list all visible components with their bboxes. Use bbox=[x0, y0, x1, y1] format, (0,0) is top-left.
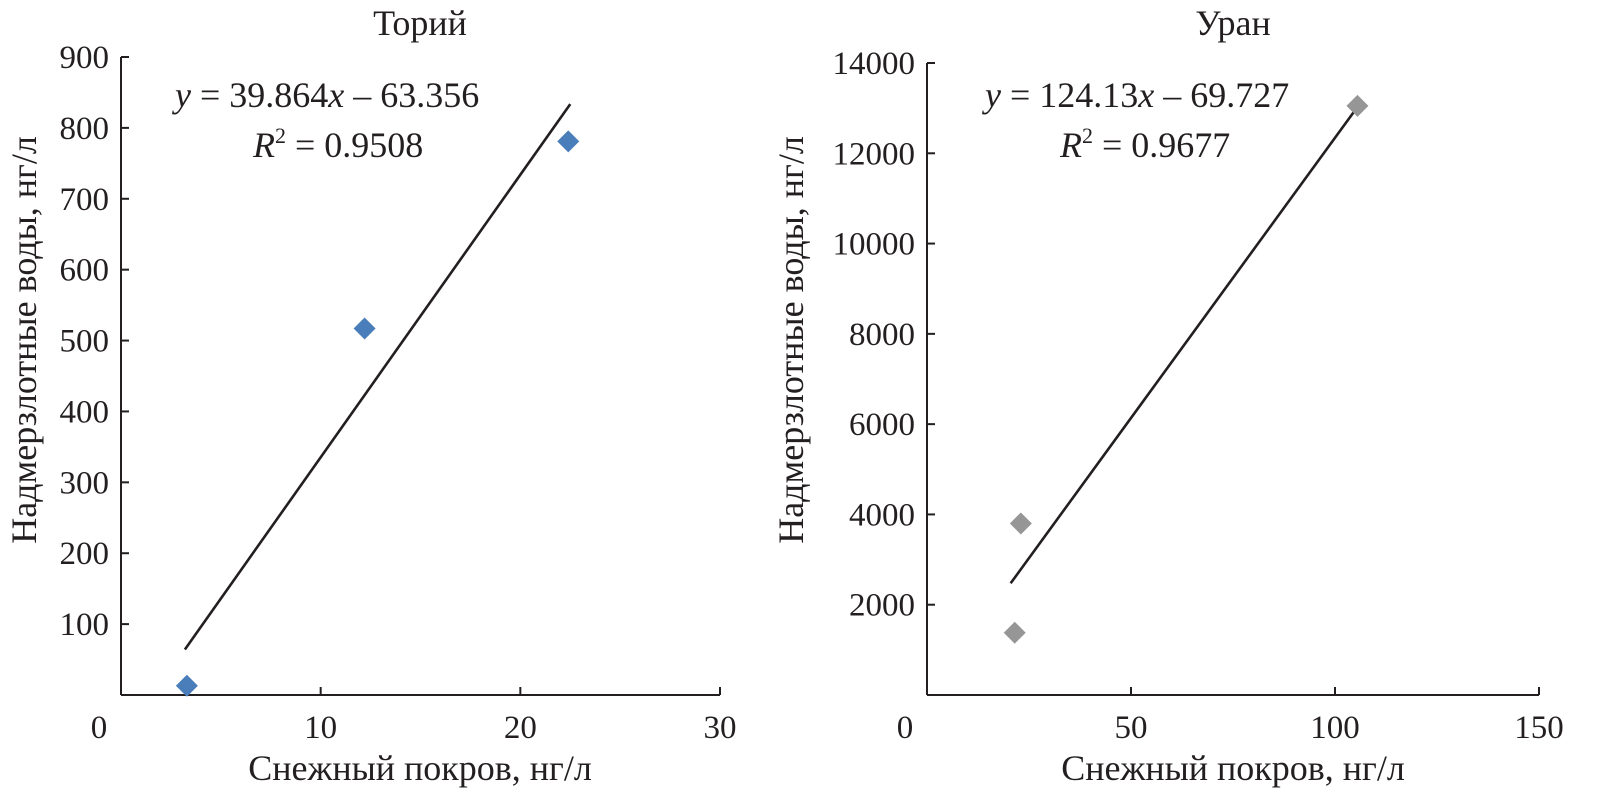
y-tick-label: 200 bbox=[60, 536, 110, 572]
r-exponent: 2 bbox=[275, 123, 286, 148]
r-value: = 0.9677 bbox=[1093, 125, 1230, 165]
x-axis-label: Снежный покров, нг/л bbox=[248, 748, 592, 788]
x-tick-label: 50 bbox=[1115, 710, 1148, 746]
equation-intercept: – 69.727 bbox=[1154, 75, 1289, 115]
y-tick-label: 6000 bbox=[849, 407, 915, 443]
x-tick-label: 100 bbox=[1310, 710, 1360, 746]
equation-intercept: – 63.356 bbox=[344, 75, 479, 115]
thorium-chart: Торий Надмерзлотные воды, нг/л Снежный п… bbox=[4, 3, 737, 788]
r-value: = 0.9508 bbox=[286, 125, 423, 165]
equation-slope: = 124.13 bbox=[1001, 75, 1138, 115]
x-tick-label: 0 bbox=[897, 710, 914, 746]
y-tick-label: 10000 bbox=[833, 227, 916, 263]
y-axis-ticks: 2000 4000 6000 8000 10000 12000 14000 bbox=[833, 46, 935, 624]
trend-line bbox=[183, 103, 572, 651]
equation-slope: = 39.864 bbox=[191, 75, 328, 115]
y-tick-label: 2000 bbox=[849, 588, 915, 624]
r-var: R bbox=[1059, 125, 1082, 165]
equation-x-var: x bbox=[327, 75, 344, 115]
x-axis-ticks: 0 10 20 30 bbox=[91, 687, 737, 746]
y-tick-label: 100 bbox=[60, 607, 110, 643]
data-point bbox=[175, 674, 198, 697]
trend-equation: y = 39.864x – 63.356 bbox=[172, 75, 479, 115]
x-tick-label: 10 bbox=[304, 710, 337, 746]
x-tick-label: 30 bbox=[704, 710, 737, 746]
x-axis-label: Снежный покров, нг/л bbox=[1061, 748, 1405, 788]
y-tick-label: 12000 bbox=[833, 136, 916, 172]
y-axis-ticks: 100 200 300 400 500 600 700 800 900 bbox=[60, 40, 129, 643]
data-points bbox=[1003, 94, 1369, 644]
data-points bbox=[175, 103, 580, 697]
y-tick-label: 600 bbox=[60, 253, 110, 289]
y-tick-label: 300 bbox=[60, 465, 110, 501]
r-var: R bbox=[252, 125, 275, 165]
y-tick-label: 900 bbox=[60, 40, 110, 76]
equation-x-var: x bbox=[1137, 75, 1154, 115]
chart-title: Торий bbox=[373, 3, 467, 43]
trend-equation: y = 124.13x – 69.727 bbox=[982, 75, 1289, 115]
y-tick-label: 800 bbox=[60, 111, 110, 147]
data-point bbox=[353, 317, 376, 340]
data-point bbox=[557, 130, 580, 153]
y-tick-label: 14000 bbox=[833, 46, 916, 82]
uranium-chart: Уран Надмерзлотные воды, нг/л Снежный по… bbox=[771, 3, 1564, 788]
chart-title: Уран bbox=[1195, 3, 1271, 43]
data-point bbox=[1346, 94, 1369, 117]
x-tick-label: 0 bbox=[91, 710, 108, 746]
trend-line bbox=[1009, 106, 1359, 585]
y-tick-label: 500 bbox=[60, 324, 110, 360]
x-tick-label: 20 bbox=[504, 710, 537, 746]
x-tick-label: 150 bbox=[1514, 710, 1564, 746]
r-squared: R2 = 0.9508 bbox=[252, 123, 423, 165]
y-tick-label: 700 bbox=[60, 182, 110, 218]
x-axis-ticks: 0 50 100 150 bbox=[897, 687, 1564, 746]
y-axis-label: Надмерзлотные воды, нг/л bbox=[4, 136, 44, 544]
data-point bbox=[1003, 621, 1026, 644]
r-squared: R2 = 0.9677 bbox=[1059, 123, 1230, 165]
y-tick-label: 4000 bbox=[849, 497, 915, 533]
equation-y-var: y bbox=[172, 75, 191, 115]
equation-y-var: y bbox=[982, 75, 1001, 115]
data-point bbox=[1009, 512, 1032, 535]
y-tick-label: 400 bbox=[60, 394, 110, 430]
y-axis-label: Надмерзлотные воды, нг/л bbox=[771, 136, 811, 544]
y-tick-label: 8000 bbox=[849, 317, 915, 353]
r-exponent: 2 bbox=[1082, 123, 1093, 148]
